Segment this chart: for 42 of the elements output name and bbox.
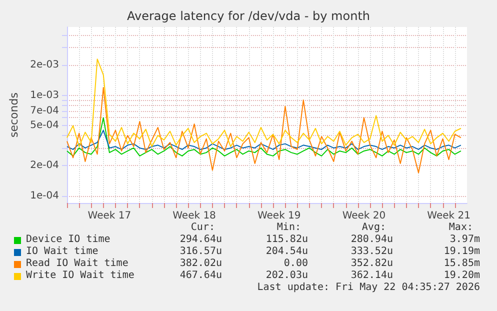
text: 204.54u <box>266 246 308 258</box>
text: Last update: Fri May 22 04:35:27 2026 <box>257 282 480 294</box>
line-series <box>66 117 462 156</box>
legend-label: Device IO time <box>26 234 110 246</box>
text: 3.97m <box>450 234 480 246</box>
line-series <box>66 58 462 148</box>
y-tick-label: 5e-04 <box>30 120 59 132</box>
legend-label: Write IO Wait time <box>26 270 134 282</box>
text: 19.20m <box>444 270 480 282</box>
y-tick-label: 2e-04 <box>30 160 59 172</box>
y-tick-label: 7e-04 <box>30 106 59 117</box>
text: Cur: <box>190 222 215 234</box>
text: 202.03u <box>266 270 308 282</box>
text: 362.14u <box>350 270 393 282</box>
text: 333.52u <box>350 246 393 258</box>
x-tick-label: Week 19 <box>257 210 301 222</box>
text: 0.00 <box>284 258 308 270</box>
text: 19.19m <box>444 246 480 258</box>
line-series <box>66 86 462 174</box>
text: 115.82u <box>266 234 308 246</box>
y-tick-label: 1e-03 <box>30 90 59 101</box>
text: 15.85m <box>444 258 480 270</box>
x-tick-label: Week 17 <box>88 210 132 222</box>
text: 294.64u <box>180 234 222 246</box>
text: 280.94u <box>350 234 393 246</box>
text: Min: <box>276 222 301 234</box>
y-axis-title: seconds <box>7 92 20 138</box>
x-tick-label: Week 20 <box>342 210 386 222</box>
text: 382.02u <box>180 258 222 270</box>
text: 467.64u <box>180 270 222 282</box>
legend-label: Read IO Wait time <box>26 258 128 270</box>
text: Max: <box>448 222 473 234</box>
legend-label: IO Wait time <box>26 246 98 258</box>
y-tick-label: 2e-03 <box>30 60 59 71</box>
x-tick-label: Week 21 <box>427 210 470 222</box>
text: 352.82u <box>350 258 393 270</box>
x-tick-label: Week 18 <box>172 210 216 222</box>
text: Avg: <box>362 222 386 234</box>
y-tick-label: 1e-04 <box>30 190 59 202</box>
line-series <box>66 130 462 150</box>
text: 316.57u <box>180 246 222 258</box>
chart-title: Average latency for /dev/vda - by month <box>127 9 370 23</box>
